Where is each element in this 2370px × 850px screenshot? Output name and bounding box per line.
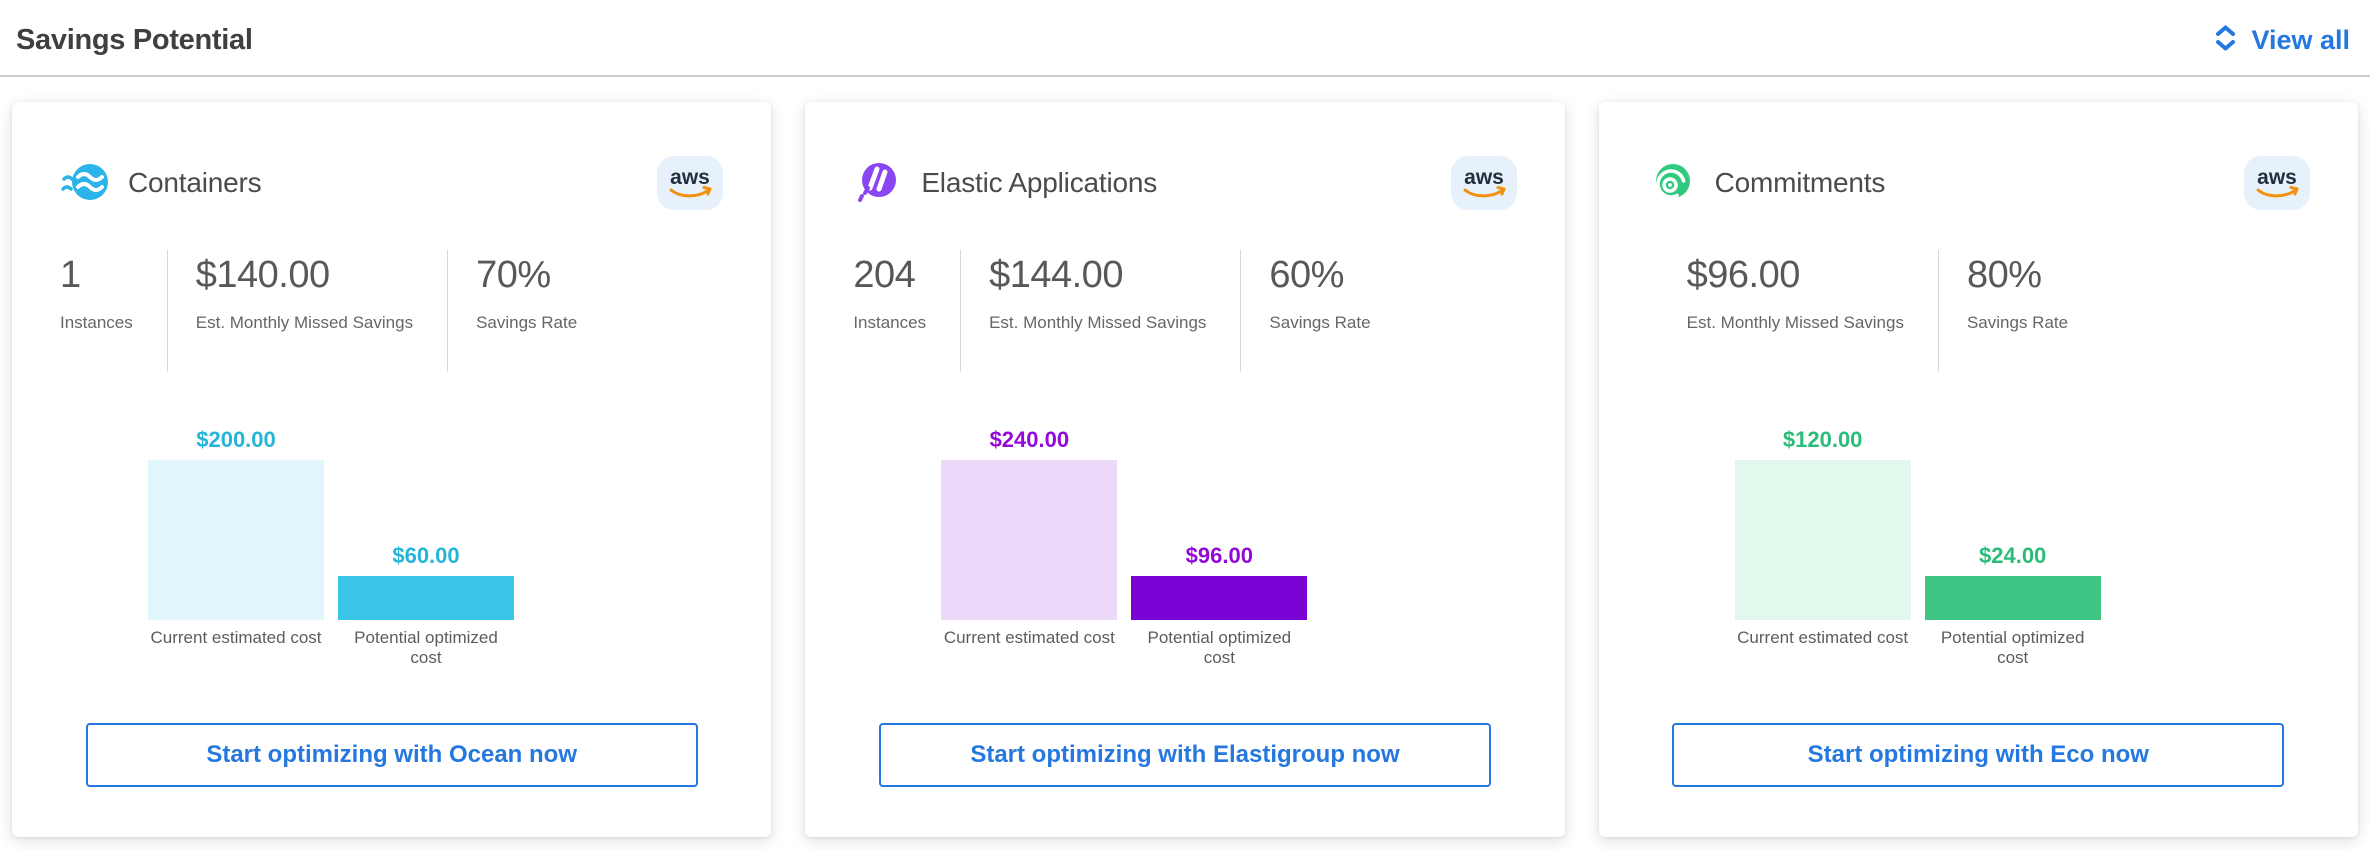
stat-value: 70% — [476, 254, 551, 296]
current-cost-value: $240.00 — [989, 427, 1070, 452]
current-cost-bar-group: $200.00 — [148, 427, 324, 620]
optimized-cost-bar-group: $24.00 — [1924, 543, 2101, 620]
stat-value: $96.00 — [1686, 254, 1801, 296]
cost-comparison-chart: $120.00 $24.00 Current estimated cost Po… — [1734, 427, 2101, 668]
stats-row: 1 Instances $140.00 Est. Monthly Missed … — [60, 250, 723, 372]
stat-label: Savings Rate — [1269, 313, 1371, 332]
aws-provider-badge: aws — [1450, 156, 1517, 210]
stat-value: 80% — [1966, 254, 2042, 296]
optimized-cost-bar — [1131, 576, 1308, 620]
svg-text:aws: aws — [670, 166, 710, 189]
view-all-label: View all — [2251, 25, 2350, 55]
svg-text:aws: aws — [1464, 166, 1504, 189]
stat-savings-rate: 60% Savings Rate — [1240, 250, 1404, 372]
stat-value: $144.00 — [989, 254, 1123, 296]
section-header: Savings Potential View all — [0, 0, 2370, 77]
cost-comparison-chart: $240.00 $96.00 Current estimated cost Po… — [941, 427, 1308, 668]
savings-cards-row: Containers aws 1 Instances $140.00 — [0, 77, 2370, 837]
stats-row: $96.00 Est. Monthly Missed Savings 80% S… — [1647, 250, 2310, 372]
stat-value: 204 — [853, 254, 916, 296]
stat-savings-rate: 70% Savings Rate — [447, 250, 611, 372]
optimized-cost-bar — [1924, 576, 2101, 620]
card-header: Commitments aws — [1647, 156, 2310, 210]
stat-missed-savings: $144.00 Est. Monthly Missed Savings — [960, 250, 1240, 372]
current-cost-label: Current estimated cost — [943, 628, 1115, 647]
stats-row: 204 Instances $144.00 Est. Monthly Misse… — [853, 250, 1516, 372]
view-all-link[interactable]: View all — [2214, 24, 2350, 57]
current-cost-label: Current estimated cost — [150, 628, 322, 647]
optimized-cost-bar-group: $60.00 — [338, 543, 514, 620]
current-cost-bar — [1734, 460, 1911, 620]
stat-value: 1 — [60, 254, 81, 296]
stat-missed-savings: $140.00 Est. Monthly Missed Savings — [166, 250, 447, 372]
start-optimizing-ocean-button[interactable]: Start optimizing with Ocean now — [85, 723, 698, 787]
card-header: Containers aws — [60, 156, 724, 210]
current-cost-bar — [148, 460, 324, 620]
card-title: Elastic Applications — [921, 167, 1158, 198]
stat-savings-rate: 80% Savings Rate — [1937, 250, 2102, 372]
start-optimizing-elastigroup-button[interactable]: Start optimizing with Elastigroup now — [878, 723, 1491, 787]
card-title: Containers — [128, 167, 262, 198]
current-cost-bar-group: $120.00 — [1734, 427, 1911, 620]
stat-label: Savings Rate — [1966, 313, 2069, 332]
card-title: Commitments — [1714, 167, 1886, 198]
stat-missed-savings: $96.00 Est. Monthly Missed Savings — [1687, 250, 1938, 372]
commitments-card: Commitments aws $96.00 Est. Monthly Miss… — [1598, 102, 2358, 837]
page-title: Savings Potential — [16, 24, 253, 56]
optimized-cost-value: $24.00 — [1979, 543, 2047, 568]
optimized-cost-bar — [338, 576, 514, 620]
stat-label: Est. Monthly Missed Savings — [195, 313, 414, 332]
current-cost-value: $120.00 — [1782, 427, 1863, 452]
current-cost-bar — [941, 460, 1118, 620]
optimized-cost-label: Potential optimized cost — [354, 628, 498, 667]
aws-provider-badge: aws — [657, 156, 724, 210]
elastigroup-icon — [853, 160, 905, 206]
optimized-cost-label: Potential optimized cost — [1147, 628, 1292, 667]
stat-instances: 204 Instances — [853, 250, 960, 372]
optimized-cost-label: Potential optimized cost — [1940, 628, 2085, 667]
current-cost-label: Current estimated cost — [1737, 628, 1909, 647]
stat-value: $140.00 — [195, 254, 330, 296]
current-cost-value: $200.00 — [196, 427, 276, 452]
optimized-cost-value: $60.00 — [392, 543, 460, 568]
stat-label: Savings Rate — [476, 313, 578, 332]
cost-comparison-chart: $200.00 $60.00 Current estimated cost Po… — [148, 427, 514, 668]
stat-label: Instances — [60, 313, 133, 332]
card-header: Elastic Applications aws — [853, 156, 1517, 210]
eco-icon — [1647, 160, 1699, 206]
svg-text:aws: aws — [2257, 166, 2297, 189]
ocean-icon — [60, 160, 112, 206]
aws-provider-badge: aws — [2243, 156, 2310, 210]
start-optimizing-eco-button[interactable]: Start optimizing with Eco now — [1672, 723, 2285, 787]
stat-label: Est. Monthly Missed Savings — [1686, 313, 1904, 332]
elastic-applications-card: Elastic Applications aws 204 Instances $… — [805, 102, 1565, 837]
stat-label: Instances — [853, 313, 927, 332]
expand-collapse-icon — [2214, 24, 2237, 57]
stat-value: 60% — [1269, 254, 1344, 296]
optimized-cost-value: $96.00 — [1185, 543, 1253, 568]
stat-instances: 1 Instances — [60, 250, 167, 372]
current-cost-bar-group: $240.00 — [941, 427, 1118, 620]
optimized-cost-bar-group: $96.00 — [1131, 543, 1308, 620]
containers-card: Containers aws 1 Instances $140.00 — [12, 102, 772, 837]
stat-label: Est. Monthly Missed Savings — [989, 313, 1207, 332]
